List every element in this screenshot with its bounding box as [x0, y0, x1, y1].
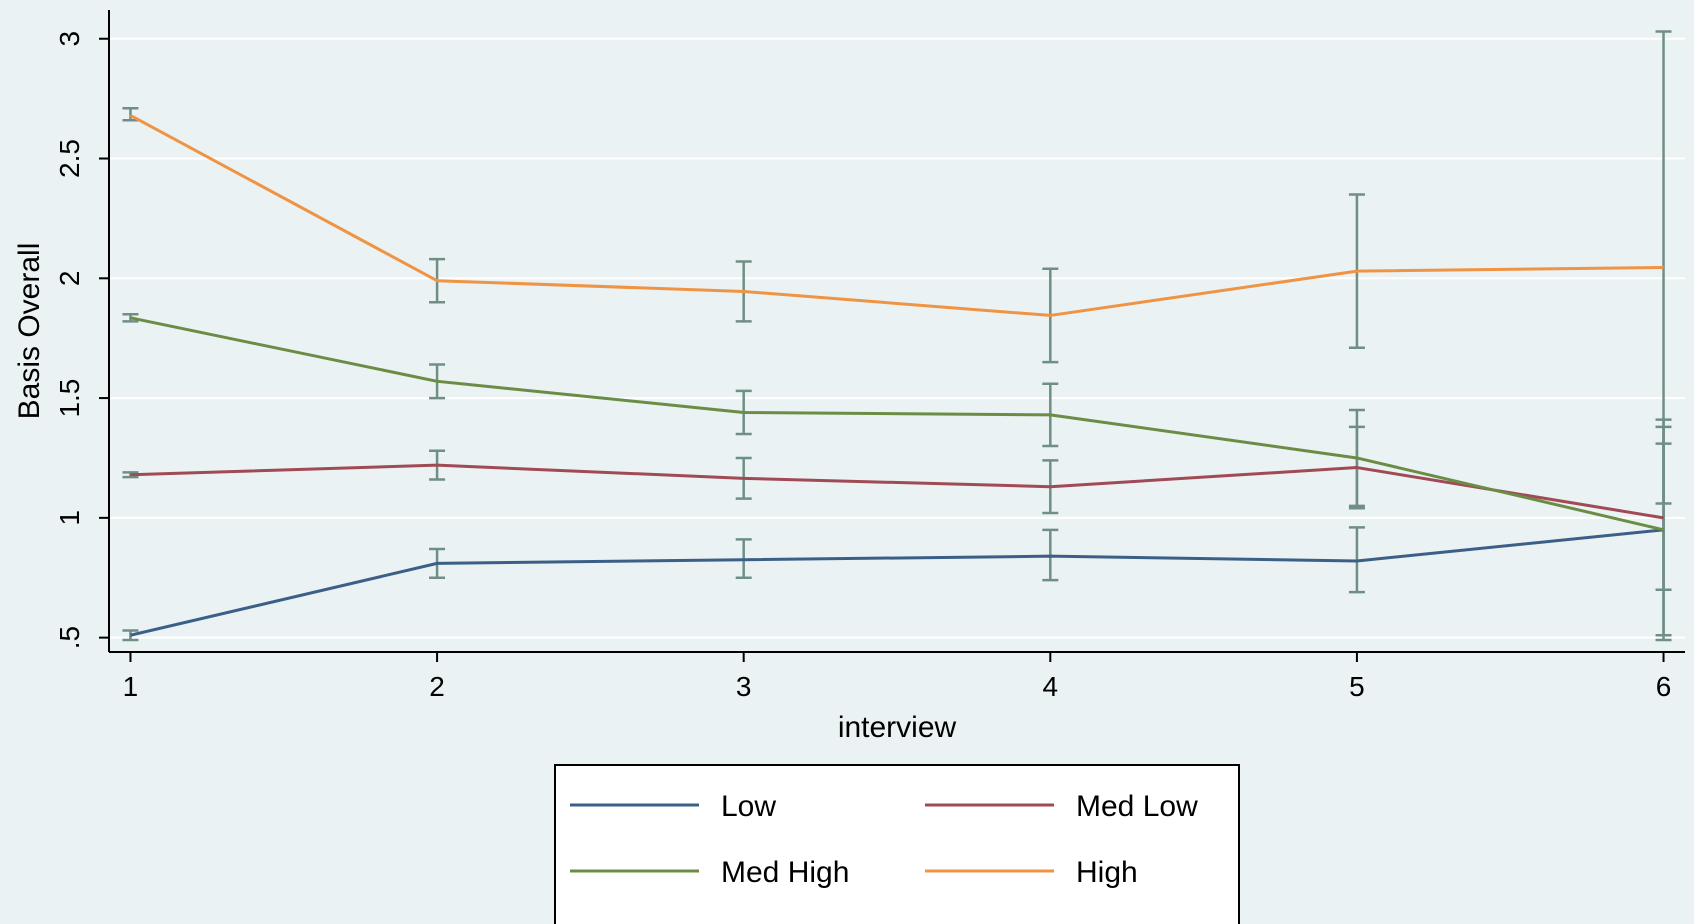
legend-label-med-low: Med Low: [1076, 790, 1198, 823]
legend: Low Med Low Med High High: [554, 764, 1240, 924]
errorbar-high-1: [122, 106, 139, 122]
y-tick-label: 1.5: [54, 379, 85, 418]
gridlines: [109, 37, 1685, 639]
legend-label-high: High: [1076, 856, 1138, 889]
y-tick-label: 3: [54, 31, 85, 47]
series-lines: [129, 114, 1664, 637]
x-tick-label: 3: [736, 671, 752, 702]
x-tick-label: 6: [1656, 671, 1672, 702]
x-ticks: 1 2 3 4 5 6: [123, 652, 1672, 702]
series-line-high: [129, 114, 1664, 317]
x-tick-label: 2: [429, 671, 445, 702]
x-tick-label: 1: [123, 671, 139, 702]
y-tick-label: 1: [54, 510, 85, 526]
plot-area: [109, 10, 1685, 652]
y-tick-label: .5: [54, 626, 85, 649]
legend-label-med-high: Med High: [721, 856, 849, 889]
y-tick-label: 2.5: [54, 139, 85, 178]
axes: [108, 10, 1685, 653]
legend-box: [554, 764, 1240, 924]
x-axis-title: interview: [838, 711, 957, 744]
x-tick-label: 4: [1043, 671, 1059, 702]
y-ticks: .5 1 1.5 2 2.5 3: [54, 31, 109, 649]
series-line-med-high: [130, 316, 1664, 532]
series-line-med-low: [130, 463, 1664, 520]
legend-label-low: Low: [721, 790, 776, 823]
x-tick-label: 5: [1349, 671, 1365, 702]
y-axis-title: Basis Overall: [13, 243, 46, 420]
y-tick-label: 2: [54, 271, 85, 287]
series-line-low: [130, 528, 1664, 637]
